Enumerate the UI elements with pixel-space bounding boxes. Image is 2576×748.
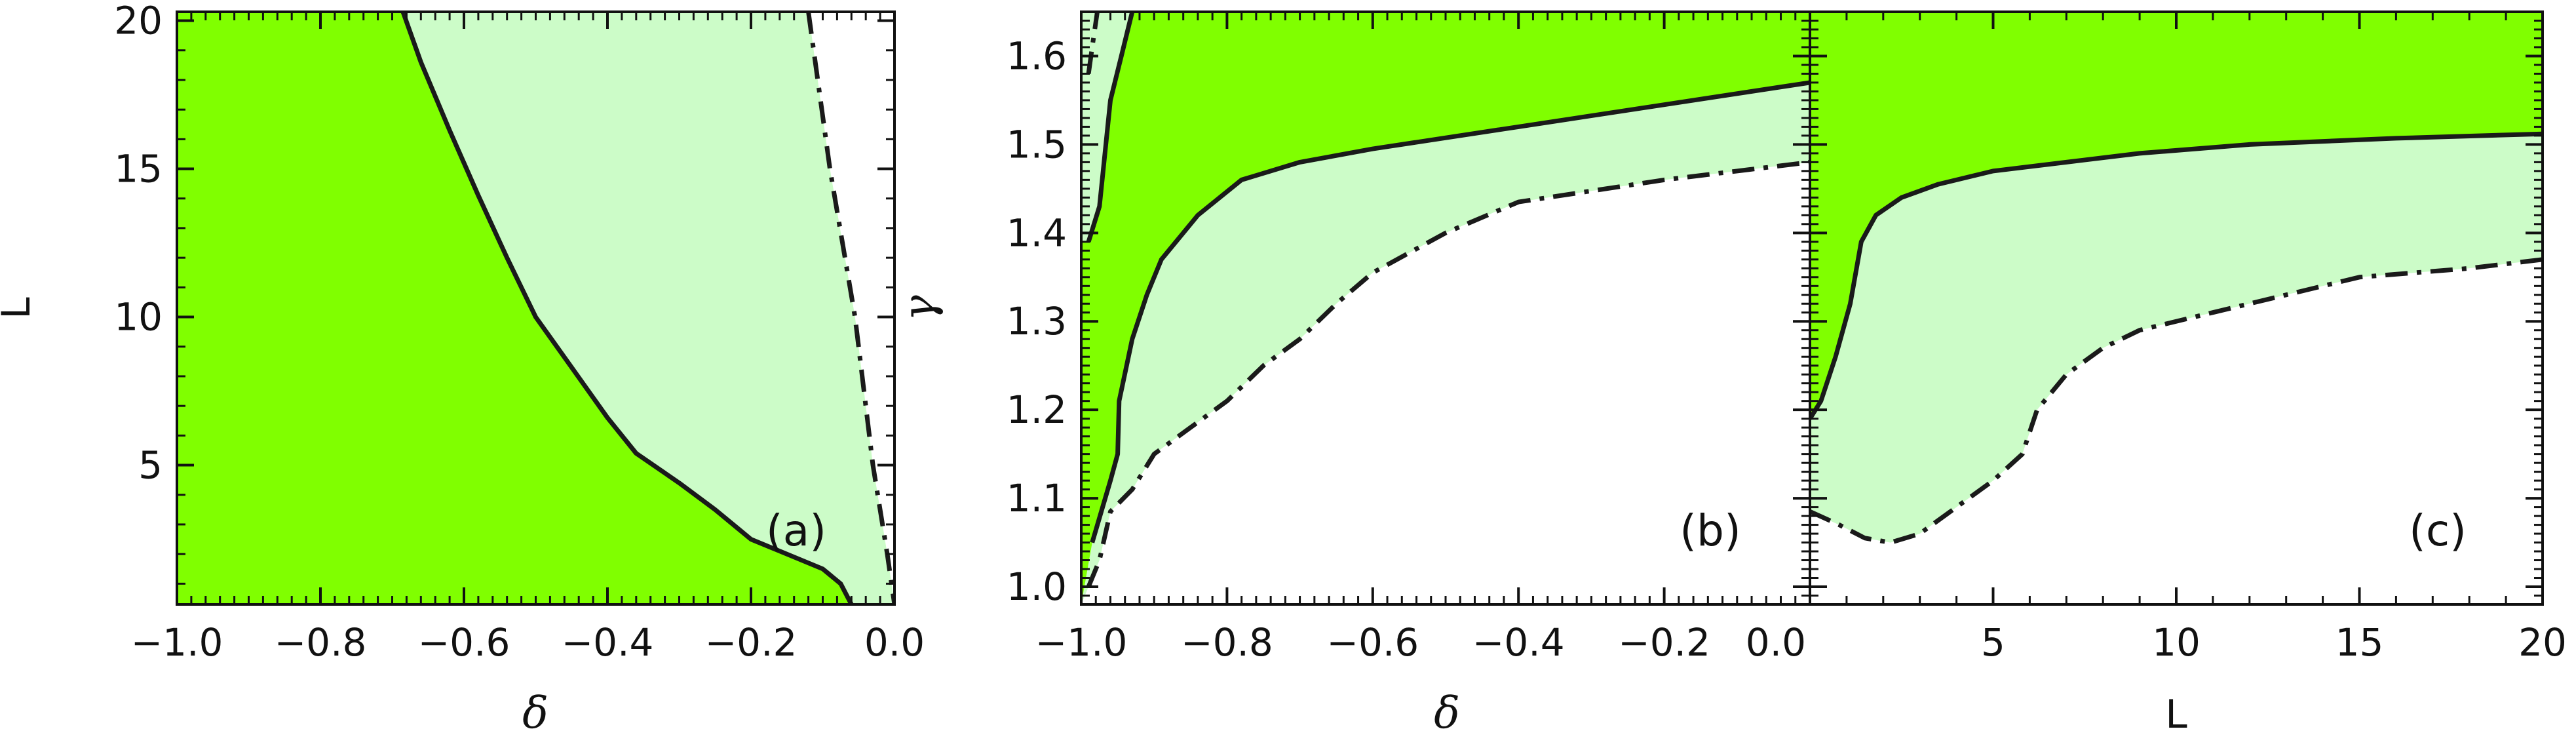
y-axis-title: L [0,297,39,319]
panel-label: (b) [1680,505,1740,556]
x-tick-label: 0.0 [1746,620,1806,665]
x-tick-label: 0.0 [864,620,925,665]
x-tick-label: −0.8 [1181,620,1273,665]
y-tick-label: 15 [114,147,163,191]
x-tick-label: 5 [1981,620,2005,665]
dark-green-region [1810,12,2543,419]
y-tick-label: 1.3 [1007,299,1067,344]
x-tick-label: 20 [2518,620,2567,665]
x-tick-label: −0.4 [1472,620,1565,665]
x-tick-label: −0.6 [418,620,510,665]
panel-label: (c) [2409,505,2467,556]
y-tick-label: 10 [114,295,163,340]
x-axis-title: δ [522,688,548,738]
x-tick-label: −0.2 [705,620,798,665]
solid-boundary-curve [1086,12,1135,243]
x-axis-title: δ [1434,688,1460,738]
y-tick-label: 1.2 [1007,387,1067,432]
plot-area [177,12,894,604]
y-axis-title: γ [894,295,944,321]
y-tick-label: 20 [114,0,163,43]
dark-green-region [1081,12,1810,604]
dash-dot-boundary-curve [806,12,894,604]
solid-boundary-curve [400,12,854,604]
x-tick-label: −0.6 [1326,620,1419,665]
y-tick-label: 1.0 [1007,564,1067,609]
dash-dot-boundary-curve [1810,257,2543,545]
y-tick-label: 1.4 [1007,210,1067,255]
solid-boundary-curve [1090,80,1810,543]
panel-label: (a) [766,505,826,556]
x-axis-title: L [2165,692,2187,738]
y-tick-label: 5 [138,443,163,488]
y-tick-label: 1.6 [1007,33,1067,78]
x-tick-label: −1.0 [1035,620,1128,665]
dark-green-region [177,12,852,604]
y-tick-label: 1.1 [1007,476,1067,521]
plot-area [1810,12,2543,545]
x-tick-label: 10 [2152,620,2201,665]
y-tick-label: 1.5 [1007,122,1067,167]
panel-c: 5 10 15 20 L (c) [1809,10,2567,738]
x-tick-label: −0.8 [275,620,367,665]
x-tick-label: −0.2 [1618,620,1710,665]
plot-area [1081,12,1810,604]
panel-a: −1.0 −0.8 −0.6 −0.4 −0.2 0.0 5 10 15 20 δ L (a) [0,0,925,738]
x-tick-label: −1.0 [131,620,223,665]
panel-b: −1.0 −0.8 −0.6 −0.4 −0.2 0.0 1.0 1.1 1.2 1.3 1.4 1.… [894,10,1811,738]
dash-dot-boundary-curve [1086,159,1810,588]
x-tick-label: −0.4 [562,620,654,665]
x-tick-label: 15 [2336,620,2384,665]
solid-boundary-curve [1810,131,2543,420]
